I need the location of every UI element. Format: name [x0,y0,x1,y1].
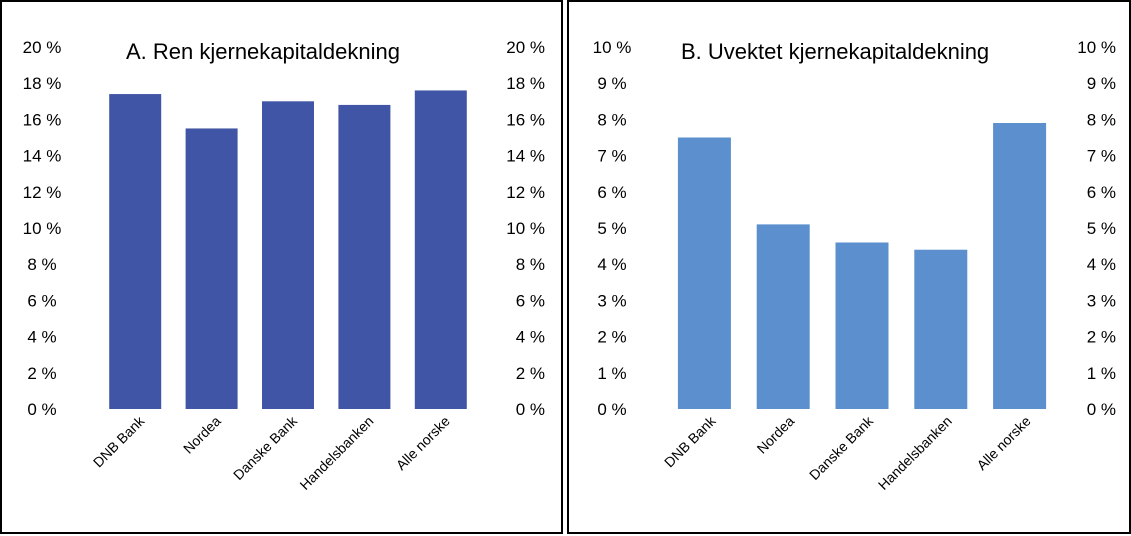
chart-a-ytick-right: 8 % [516,255,545,274]
chart-b-bar [835,242,889,409]
chart-a-ytick-left: 4 % [27,328,56,347]
chart-b-category-label: Danske Bank [806,412,877,483]
chart-a-ytick-left: 20 % [23,38,62,57]
chart-a-ytick-right: 18 % [506,74,545,93]
chart-b-bar [993,123,1047,410]
chart-a-ytick-left: 12 % [23,183,62,202]
chart-b-ytick-right: 1 % [1087,364,1116,383]
chart-b-ytick-right: 6 % [1087,183,1116,202]
chart-b-category-label: Handelsbanken [875,413,955,493]
chart-b-bar [756,224,810,409]
chart-b-ytick-left: 5 % [597,219,626,238]
chart-panel-a: A. Ren kjernekapitaldekning 0 % 0 % 2 % 2 %… [0,0,563,534]
chart-a-ytick-right: 2 % [516,364,545,383]
chart-b-ytick-right: 0 % [1087,400,1116,419]
chart-a-bar [414,90,467,409]
chart-a-ytick-left: 6 % [27,291,56,310]
chart-a-ytick-right: 0 % [516,400,545,419]
chart-b-ytick-right: 7 % [1087,147,1116,166]
chart-b-ytick-right: 9 % [1087,74,1116,93]
chart-b-ytick-right: 3 % [1087,291,1116,310]
chart-b-ytick-right: 2 % [1087,328,1116,347]
chart-b-ytick-left: 10 % [593,38,632,57]
chart-a-category-label: Alle norske [393,413,453,473]
chart-a-ytick-left: 18 % [23,74,62,93]
chart-a-category-label: Handelsbanken [296,413,376,493]
chart-a-category-label: Nordea [180,413,224,457]
chart-b-ytick-right: 5 % [1087,219,1116,238]
chart-a-ytick-left: 14 % [23,147,62,166]
chart-a-bar [109,94,162,409]
chart-b-category-label: Alle norske [973,413,1033,473]
chart-a-ytick-right: 10 % [506,219,545,238]
chart-a-svg: A. Ren kjernekapitaldekning 0 % 0 % 2 % 2 %… [23,38,545,493]
chart-b-ytick-right: 4 % [1087,255,1116,274]
chart-b-ytick-left: 7 % [597,147,626,166]
chart-b-ytick-right: 8 % [1087,110,1116,129]
chart-b-bar [914,249,968,409]
chart-a-ytick-right: 16 % [506,110,545,129]
chart-a-ytick-right: 12 % [506,183,545,202]
chart-a-ytick-left: 16 % [23,110,62,129]
chart-a-ytick-left: 10 % [23,219,62,238]
chart-b-ytick-left: 1 % [597,364,626,383]
chart-a-category-label: DNB Bank [90,412,148,470]
chart-b-ytick-left: 4 % [597,255,626,274]
chart-a-ytick-right: 14 % [506,147,545,166]
chart-a-title: A. Ren kjernekapitaldekning [126,39,400,64]
chart-b-ytick-left: 8 % [597,110,626,129]
chart-b-ytick-left: 0 % [597,400,626,419]
chart-b-category-label: Nordea [754,413,798,457]
chart-b-ytick-left: 3 % [597,291,626,310]
chart-b-svg: B. Uvektet kjernekapitaldekning 0 % 0 % 1 … [593,38,1116,493]
chart-a-category-label: Danske Bank [230,412,301,483]
chart-a-ytick-left: 0 % [27,400,56,419]
chart-a-ytick-right: 6 % [516,291,545,310]
chart-a-bar [185,128,238,409]
chart-panel-b: B. Uvektet kjernekapitaldekning 0 % 0 % 1 … [567,0,1131,534]
chart-b-ytick-right: 10 % [1077,38,1116,57]
chart-b-ytick-left: 2 % [597,328,626,347]
chart-a-ytick-right: 4 % [516,328,545,347]
chart-b-bar [677,137,731,409]
chart-a-ytick-left: 8 % [27,255,56,274]
chart-b-ytick-left: 6 % [597,183,626,202]
chart-b-title: B. Uvektet kjernekapitaldekning [681,39,989,64]
chart-a-ytick-right: 20 % [506,38,545,57]
chart-b-category-label: DNB Bank [661,412,719,470]
chart-a-bar [338,104,391,410]
chart-a-bar [262,101,314,410]
chart-b-ytick-left: 9 % [597,74,626,93]
chart-a-ytick-left: 2 % [27,364,56,383]
